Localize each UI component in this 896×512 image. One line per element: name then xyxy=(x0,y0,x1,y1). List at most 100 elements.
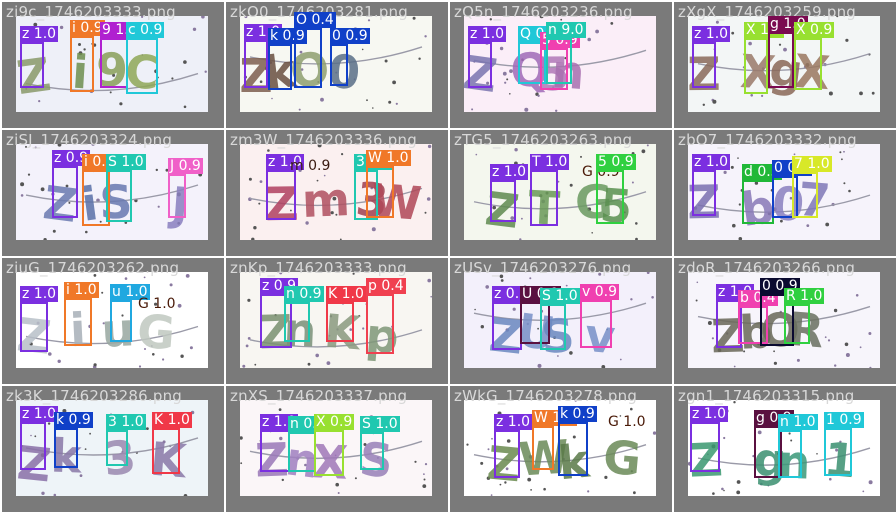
detection-box[interactable] xyxy=(794,38,822,90)
noise-dot xyxy=(253,226,257,230)
detection-box[interactable] xyxy=(606,430,622,454)
detection-box[interactable] xyxy=(314,430,344,476)
detection-box[interactable] xyxy=(716,300,742,348)
noise-dot xyxy=(144,348,146,350)
detection-box[interactable] xyxy=(20,422,46,470)
noise-dot xyxy=(539,16,544,19)
noise-dot xyxy=(580,155,582,158)
detection-box[interactable] xyxy=(744,38,768,94)
detection-box[interactable] xyxy=(558,422,588,476)
detection-box[interactable] xyxy=(468,42,492,88)
detection-box[interactable] xyxy=(768,32,794,88)
detection-box[interactable] xyxy=(690,422,720,472)
detection-box[interactable] xyxy=(20,42,44,88)
result-tile[interactable]: Z T G 5 zTG5_1746203263.png z 1.0 T 1.0 G 0.9 5 … xyxy=(450,130,672,256)
noise-dot xyxy=(121,314,124,317)
detection-box[interactable] xyxy=(294,28,322,88)
detection-box[interactable] xyxy=(168,174,186,218)
noise-dot xyxy=(278,408,282,411)
detection-box[interactable] xyxy=(692,42,716,88)
detection-box[interactable] xyxy=(742,180,774,224)
result-tile[interactable]: Z Q 5 n zQ5n_1746203236.png z 1.0 Q 0.9 5 0.9 n … xyxy=(450,2,672,128)
detection-box[interactable] xyxy=(580,180,592,202)
detection-box[interactable] xyxy=(530,170,558,226)
detection-box[interactable] xyxy=(64,298,92,346)
detection-box[interactable] xyxy=(288,432,316,472)
detection-box[interactable] xyxy=(692,170,716,216)
detection-box[interactable] xyxy=(738,306,768,344)
detection-box[interactable] xyxy=(784,304,810,344)
detection-box[interactable] xyxy=(330,44,348,86)
noise-dot xyxy=(492,205,496,210)
detection-box[interactable] xyxy=(754,426,782,478)
noise-dot xyxy=(384,59,388,63)
detection-box[interactable] xyxy=(244,40,268,88)
detection-box[interactable] xyxy=(82,170,110,226)
detection-box[interactable] xyxy=(518,42,546,84)
detection-label: k 0.9 xyxy=(54,412,93,428)
detection-box[interactable] xyxy=(152,428,180,474)
detection-box[interactable] xyxy=(360,432,384,470)
detection-box[interactable] xyxy=(110,300,132,342)
detection-box[interactable] xyxy=(106,430,128,466)
detection-box[interactable] xyxy=(268,44,292,90)
detection-box[interactable] xyxy=(492,302,522,350)
noise-dot xyxy=(707,453,709,456)
noise-dot xyxy=(862,490,865,493)
detection-box[interactable] xyxy=(70,36,94,92)
detection-box[interactable] xyxy=(520,302,550,344)
detection-box[interactable] xyxy=(772,176,798,218)
detection-box[interactable] xyxy=(366,166,394,218)
detection-box[interactable] xyxy=(778,430,802,478)
noise-dot xyxy=(506,78,509,81)
detection-box[interactable] xyxy=(540,304,566,350)
detection-box[interactable] xyxy=(760,294,794,346)
detection-box[interactable] xyxy=(580,300,612,348)
detection-box[interactable] xyxy=(792,172,818,218)
detection-box[interactable] xyxy=(106,170,132,222)
detection-box[interactable] xyxy=(288,174,316,214)
detection-box[interactable] xyxy=(260,294,292,348)
noise-dot xyxy=(623,211,626,214)
detection-box[interactable] xyxy=(532,426,554,470)
noise-dot xyxy=(855,294,859,297)
detection-box[interactable] xyxy=(266,170,296,220)
captcha-glyph: n xyxy=(283,302,318,357)
noise-dot xyxy=(259,80,263,83)
detection-box[interactable] xyxy=(100,38,128,88)
detection-box[interactable] xyxy=(136,312,150,330)
detection-box[interactable] xyxy=(596,170,624,224)
detection-box[interactable] xyxy=(260,430,290,472)
detection-box[interactable] xyxy=(494,430,520,478)
detection-box[interactable] xyxy=(284,302,310,342)
detection-box[interactable] xyxy=(20,302,48,352)
detection-box[interactable] xyxy=(326,302,354,342)
noise-dot xyxy=(521,58,524,61)
noise-dot xyxy=(859,91,863,96)
detection-box[interactable] xyxy=(52,166,78,218)
detection-box[interactable] xyxy=(54,428,78,468)
detection-box[interactable] xyxy=(490,180,516,222)
noise-dot xyxy=(652,431,656,435)
noise-dot xyxy=(162,358,165,361)
detection-box[interactable] xyxy=(546,38,572,84)
detection-box[interactable] xyxy=(540,48,568,90)
detection-box[interactable] xyxy=(126,38,158,94)
noise-dot xyxy=(557,180,560,183)
detection-box[interactable] xyxy=(824,428,852,476)
detection-box[interactable] xyxy=(366,294,394,354)
